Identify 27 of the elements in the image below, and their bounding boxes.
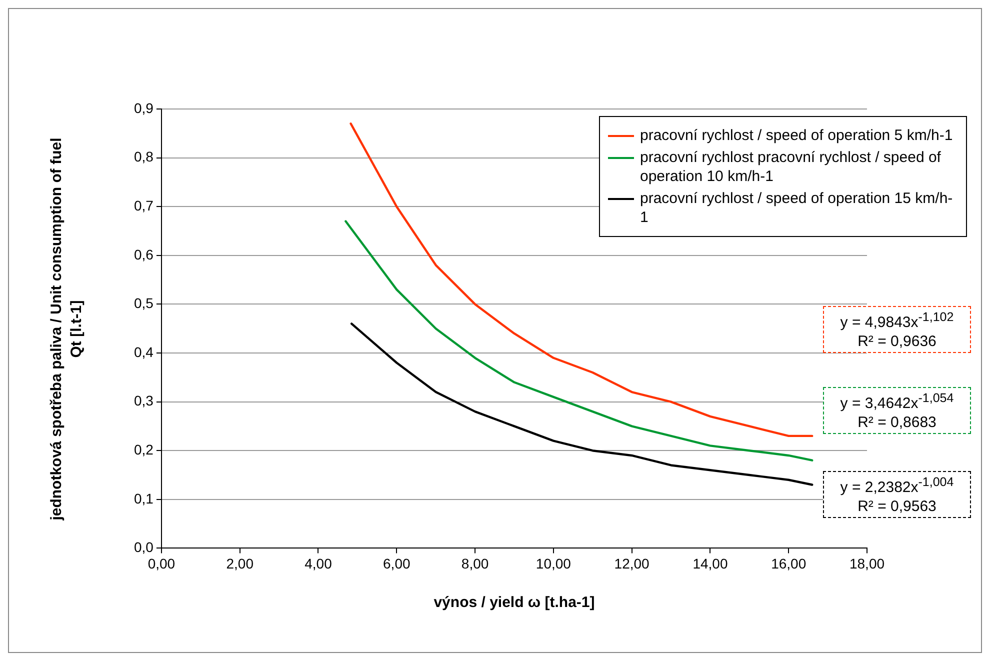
- y-tick-label: 0,6: [134, 246, 154, 262]
- x-tick-label: 8,00: [461, 555, 489, 572]
- x-tick-label: 12,00: [614, 555, 650, 572]
- annotation: y = 3,4642x$^{-1,054}$ R² = 0,8683: [823, 387, 971, 434]
- y-tick-label: 0,0: [134, 539, 154, 556]
- y-tick-label: 0,5: [134, 295, 154, 312]
- x-tick-label: 2,00: [226, 555, 254, 572]
- legend-label: pracovní rychlost / speed of operation 15 km/h-1: [640, 189, 954, 227]
- y-tick-label: 0,1: [134, 490, 154, 506]
- y-tick-label: 0,9: [134, 100, 154, 116]
- annotation: y = 4,9843x$^{-1,102}$ R² = 0,9636: [823, 306, 971, 353]
- x-tick-label: 16,00: [771, 555, 806, 572]
- x-tick-label: 0,00: [148, 555, 176, 572]
- x-tick-label: 14,00: [692, 555, 728, 572]
- x-tick-label: 18,00: [849, 555, 885, 572]
- y-tick-label: 0,7: [134, 197, 154, 214]
- y-tick-label: 0,4: [134, 344, 154, 360]
- y-axis-title: jednotková spotřeba paliva / Unit consumption of fuel Qt [l.t-1]: [47, 136, 86, 522]
- x-tick-label: 4,00: [304, 555, 332, 572]
- x-tick-label: 10,00: [536, 555, 572, 572]
- y-tick-label: 0,3: [134, 392, 154, 409]
- y-tick-label: 0,2: [134, 441, 154, 458]
- x-axis-title: výnos / yield ω [t.ha-1]: [434, 594, 595, 612]
- x-tick-label: 6,00: [383, 555, 410, 572]
- y-tick-label: 0,8: [134, 148, 154, 165]
- legend-label: pracovní rychlost / speed of operation 5 km/h-1: [640, 126, 953, 145]
- annotation: y = 2,2382x$^{-1,004}$ R² = 0,9563: [823, 471, 971, 518]
